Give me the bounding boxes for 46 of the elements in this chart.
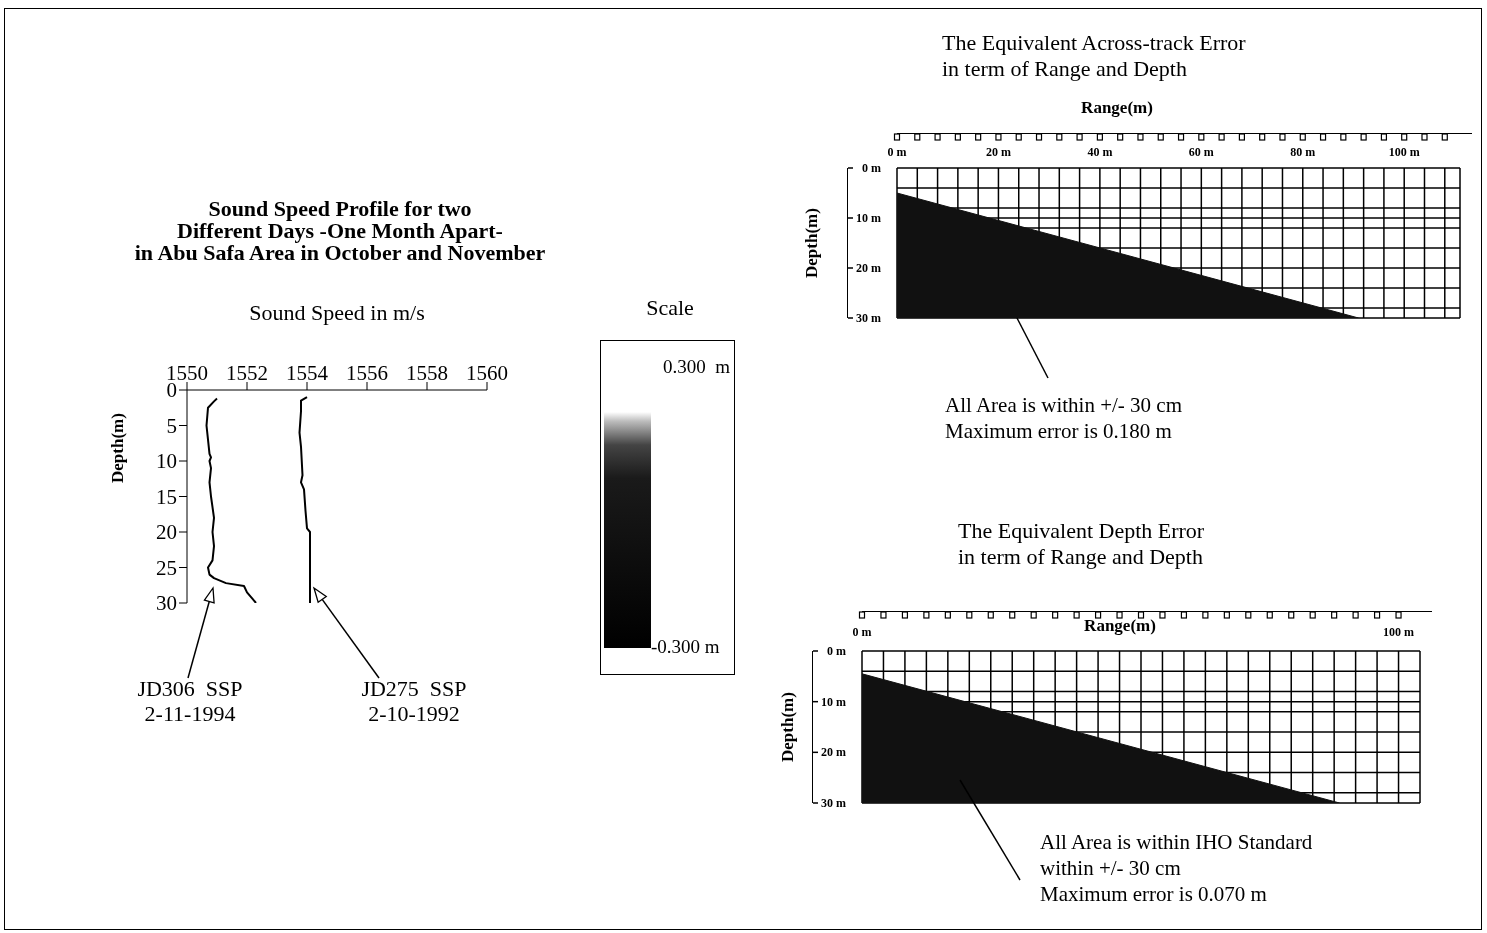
x-tick-label: 20 m [985,145,1011,159]
x-tick-label: 1558 [406,361,448,385]
y-axis-title: Depth(m) [802,207,822,280]
chart-title: The Equivalent Across-track Error in term of Range and Depth [942,30,1246,82]
y-tick-label: 5 [166,413,177,438]
y-tick-label: 20 m [821,745,846,760]
y-axis-title: Depth(m) [778,691,798,764]
y-axis-title: Depth(m) [108,412,128,485]
chart-title: Sound Speed Profile for two Different Days -One Month Apart- in Abu Safa Area in October and November [133,196,547,265]
y-tick-label: 15 [156,484,177,509]
x-tick-label: 80 m [1290,145,1316,159]
text: 0.300 m [661,356,730,378]
text: All Area is within +/- 30 cm [945,393,1182,418]
x-tick-label: 60 m [1188,145,1214,159]
text: All Area is within IHO Standard [1040,830,1313,855]
x-tick-label: 100 m [1388,145,1420,159]
y-tick-label: 20 m [856,261,881,275]
x-tick-label: 1556 [346,361,388,385]
x-axis-title: Range(m) [1057,98,1177,118]
x-tick-label: 40 m [1087,145,1113,159]
y-tick-label: 30 [156,591,177,615]
text: -0.300 m [651,636,721,658]
text: JD275 SSP 2-10-1992 [360,676,468,726]
x-tick-label: 1554 [286,361,329,385]
text: JD306 SSP 2-11-1994 [136,676,244,726]
x-axis-title: Sound Speed in m/s [248,300,426,326]
y-tick-label: 30 m [821,796,846,810]
y-tick-label: 10 m [821,694,846,709]
y-tick-label: 10 [156,449,177,473]
chart-title: The Equivalent Depth Error in term of Range and Depth [958,518,1205,570]
text: within +/- 30 cm [1040,856,1181,881]
text: Maximum error is 0.180 m [945,419,1172,444]
y-tick-label: 25 [156,555,177,580]
y-tick-label: 0 m [827,644,846,658]
y-tick-label: 30 m [856,311,881,325]
x-tick-label: 1560 [466,361,508,385]
line-series [205,397,257,603]
y-tick-label: 0 m [862,161,881,175]
x-tick-label: 100 m [1383,625,1415,639]
x-tick-label: 1552 [226,361,268,385]
y-tick-label: 10 m [856,211,881,225]
text: Scale [645,295,695,321]
y-tick-label: 20 [156,520,177,544]
text: Maximum error is 0.070 m [1040,882,1267,907]
x-axis-title: Range(m) [1060,616,1180,636]
x-tick-label: 0 m [887,145,907,159]
